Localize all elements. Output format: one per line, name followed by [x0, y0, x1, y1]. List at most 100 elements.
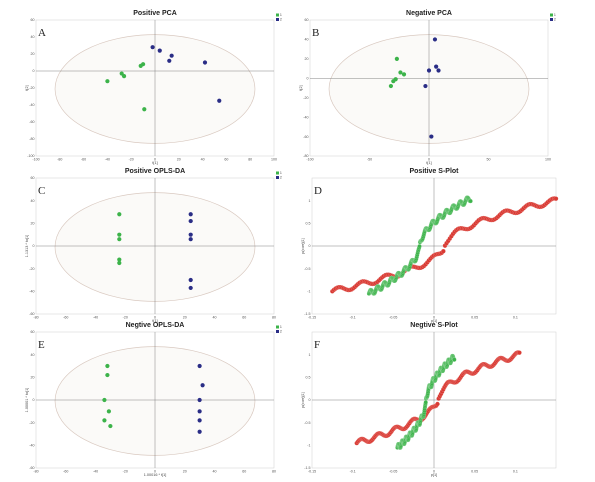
a-legend-swatch-1	[276, 18, 279, 21]
f-x-label: p[1]	[431, 473, 437, 477]
c-x-label: t[1]	[152, 319, 157, 323]
panel-c-svg: Positive OPLS-DAC-80 -60 -40 -20 0 20 40 60 80-6…	[25, 168, 282, 323]
e-legend-label-0: 1	[280, 325, 282, 329]
panel-d: Positive S-Plot D -0.15 -0.1 -0.05 0 0.05 0.1 -1…	[298, 164, 566, 323]
d-splot-red-139	[553, 196, 559, 201]
d-y-tick-0: -1.5	[304, 312, 310, 316]
a-point-green-0	[105, 79, 110, 84]
a-legend-label-0: 1	[280, 13, 282, 17]
d-x-label: p[1]	[431, 319, 437, 323]
a-title: Positive PCA	[133, 10, 177, 17]
e-point-green-4	[102, 418, 107, 423]
a-x-tick-5: 0	[154, 158, 156, 162]
e-x-tick-0: -80	[33, 470, 38, 474]
panel-b: Negative PCA B -100 -50 0 50 100 -80 -60 -40 -20 0 2…	[298, 6, 566, 165]
a-legend-swatch-0	[276, 13, 279, 17]
e-x-tick-2: -40	[93, 470, 98, 474]
a-x-label: t[1]	[152, 161, 157, 165]
e-point-blue-5	[197, 429, 202, 434]
a-point-blue-0	[150, 45, 155, 50]
a-x-tick-3: -40	[105, 158, 110, 162]
e-panel-letter: E	[38, 339, 45, 351]
d-y-tick-5: 1	[309, 199, 311, 203]
b-legend-swatch-1	[550, 18, 553, 21]
f-y-tick-1: -1	[307, 444, 310, 448]
panel-e: Negtive OPLS-DA E -80 -60 -40 -20 0 20 40 60 80 -60…	[24, 318, 286, 477]
e-point-blue-2	[197, 397, 202, 403]
a-point-green-2	[121, 74, 127, 79]
e-y-tick-6: 60	[31, 330, 35, 334]
e-point-blue-0	[197, 363, 202, 369]
c-point-blue-4	[188, 277, 193, 283]
b-x-tick-0: -100	[306, 158, 313, 162]
e-x-tick-3: -20	[123, 470, 128, 474]
b-point-green-0	[388, 83, 394, 89]
c-point-green-1	[117, 232, 122, 237]
e-x-tick-4: 0	[154, 470, 156, 474]
b-y-tick-3: -20	[303, 96, 308, 100]
c-x-tick-8: 80	[272, 316, 276, 320]
f-y-tick-4: 0.5	[306, 376, 311, 380]
a-point-blue-1	[157, 48, 162, 53]
a-y-tick-5: 0	[33, 69, 35, 73]
f-x-tick-5: 0.1	[513, 470, 518, 474]
f-y-tick-2: -0.5	[304, 421, 310, 425]
d-x-tick-1: -0.1	[350, 316, 356, 320]
e-legend-label-1: 2	[280, 330, 282, 334]
c-legend-swatch-1	[276, 176, 279, 179]
c-y-tick-2: -20	[29, 267, 34, 271]
a-x-tick-9: 80	[248, 158, 252, 162]
f-splot-green-109	[423, 400, 428, 405]
c-y-tick-4: 20	[31, 222, 35, 226]
c-legend-label-0: 1	[280, 171, 282, 175]
c-x-tick-3: -20	[123, 316, 128, 320]
f-splot-green-219	[452, 357, 457, 362]
d-x-tick-4: 0.05	[471, 316, 478, 320]
b-y-tick-7: 60	[305, 18, 309, 22]
e-x-tick-8: 80	[272, 470, 276, 474]
b-point-green-3	[394, 56, 399, 61]
b-y-label: t[2]	[299, 85, 303, 90]
b-x-label: t[1]	[426, 161, 431, 165]
b-title: Negative PCA	[406, 10, 452, 17]
f-y-tick-5: 1	[309, 353, 311, 357]
b-point-blue-2	[429, 134, 434, 139]
e-y-tick-0: -60	[29, 466, 34, 470]
e-point-green-2	[102, 397, 107, 403]
a-x-tick-4: -20	[129, 158, 134, 162]
panel-e-svg: Negtive OPLS-DAE-80 -60 -40 -20 0 20 40 60 80-60…	[25, 322, 282, 477]
f-y-tick-3: 0	[309, 398, 311, 402]
e-point-green-5	[108, 423, 113, 429]
f-x-tick-0: -0.15	[308, 470, 316, 474]
d-splot-green-219	[468, 199, 473, 204]
c-point-blue-0	[188, 212, 193, 217]
e-y-tick-1: -40	[29, 444, 34, 448]
d-x-tick-2: -0.05	[389, 316, 397, 320]
c-point-blue-1	[188, 218, 193, 224]
f-y-label: p(corr)[1]	[301, 392, 305, 407]
b-x-tick-4: 100	[545, 158, 551, 162]
e-legend-swatch-1	[276, 330, 279, 333]
c-point-blue-3	[188, 237, 193, 242]
e-x-tick-1: -60	[63, 470, 68, 474]
b-point-blue-0	[423, 83, 428, 89]
c-y-tick-3: 0	[33, 244, 35, 248]
c-x-tick-5: 20	[183, 316, 187, 320]
a-y-tick-7: 40	[31, 35, 35, 39]
a-legend-label-1: 2	[280, 18, 282, 22]
a-y-tick-3: -40	[29, 103, 34, 107]
e-y-tick-5: 40	[31, 353, 35, 357]
e-legend-swatch-0	[276, 325, 279, 329]
e-point-blue-1	[200, 383, 205, 388]
f-splot-red-69	[435, 401, 440, 407]
a-point-green-5	[142, 107, 147, 112]
d-title: Positive S-Plot	[409, 168, 459, 175]
c-point-green-3	[117, 257, 122, 262]
b-point-blue-4	[434, 64, 439, 69]
a-y-tick-8: 60	[31, 18, 35, 22]
a-y-label: t[2]	[25, 85, 29, 90]
d-y-tick-3: 0	[309, 244, 311, 248]
e-x-tick-7: 60	[242, 470, 246, 474]
b-y-tick-6: 40	[305, 38, 309, 42]
